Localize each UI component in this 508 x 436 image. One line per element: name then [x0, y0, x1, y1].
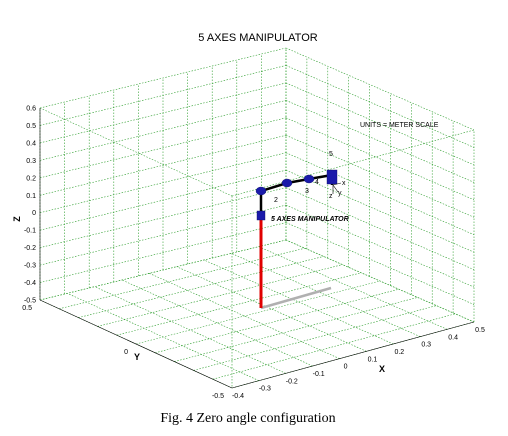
x-tick-label: -0.1	[313, 371, 325, 378]
joint-number-5: 5	[329, 151, 333, 158]
x-tick-label: 0.3	[421, 342, 431, 349]
grid-line	[116, 272, 362, 336]
end-effector-frame	[332, 182, 342, 194]
frame-z-label: z	[329, 193, 333, 200]
arm-joints	[255, 169, 338, 221]
frame-x-label: x	[342, 180, 346, 187]
grid-line	[39, 134, 287, 196]
grid-line	[285, 82, 475, 166]
x-tick-label: 0.1	[368, 356, 378, 363]
grid-line	[285, 239, 475, 323]
z-tick-label: 0.2	[26, 175, 36, 182]
z-tick-label: 0.1	[26, 193, 36, 200]
grid-line	[155, 288, 399, 354]
y-tick-labels: 0.5 0 -0.5	[22, 305, 224, 400]
grid-line	[285, 152, 475, 236]
z-tick-label: -0.1	[24, 228, 36, 235]
joint-number-3: 3	[305, 188, 309, 195]
x-tick-label: -0.2	[286, 378, 298, 385]
y-axis-label: Y	[134, 352, 140, 362]
z-tick-label: -0.3	[24, 263, 36, 270]
grid-line	[94, 286, 286, 374]
grid-line	[121, 279, 313, 367]
x-axis-line	[231, 321, 475, 389]
grid-line	[285, 222, 475, 305]
z-tick-label: -0.4	[24, 280, 36, 287]
figure-caption: Fig. 4 Zero angle configuration	[160, 411, 335, 426]
grid-line	[193, 305, 437, 371]
z-axis-label: Z	[12, 216, 22, 222]
joint-1	[256, 210, 266, 221]
grid-line	[59, 247, 305, 310]
z-tick-label: 0.4	[26, 140, 36, 147]
grid-line	[285, 169, 475, 253]
z-tick-labels: 0.6 0.5 0.4 0.3 0.2 0.1 0 -0.1 -0.2 -0.3 -0.4 -0.5	[24, 106, 36, 305]
x-axis-label: X	[379, 364, 385, 374]
joint-3	[281, 178, 293, 188]
grid-line	[285, 47, 475, 131]
grid-line	[135, 280, 381, 345]
z-tick-label: -0.5	[24, 298, 36, 305]
grid-line	[285, 187, 475, 270]
z-tick-label: 0	[32, 210, 36, 217]
x-tick-label: 0.5	[475, 327, 485, 334]
arm-links	[259, 173, 334, 216]
grid-line	[285, 117, 475, 201]
x-tick-label: -0.3	[259, 386, 271, 393]
plot-title: 5 AXES MANIPULATOR	[198, 32, 317, 44]
y-axis-line	[39, 299, 233, 389]
z-tick-label: 0.6	[26, 106, 36, 113]
x-tick-label: -0.4	[232, 393, 244, 400]
grid-line	[174, 297, 418, 362]
grid-line	[97, 264, 343, 327]
joint-4	[303, 174, 315, 184]
frame-y-label: y	[338, 190, 342, 197]
grid-line	[39, 47, 287, 109]
grid-line	[258, 246, 448, 330]
x-tick-label: 0.2	[394, 349, 404, 356]
units-note: UNITS = METER SCALE	[360, 122, 439, 129]
axis-lines	[39, 108, 475, 389]
y-tick-label: -0.5	[212, 393, 224, 400]
grid-line	[39, 107, 233, 197]
grid-line	[285, 134, 475, 218]
joint-number-4: 4	[315, 179, 319, 186]
grid-line	[176, 266, 367, 352]
grid-line	[39, 117, 287, 179]
grid-line	[39, 204, 287, 266]
grid-line	[212, 313, 456, 380]
grid-line	[78, 256, 324, 318]
grid-line	[39, 100, 287, 161]
x-tick-label: 0.4	[448, 334, 458, 341]
grid-line	[285, 100, 475, 183]
y-tick-label: 0	[124, 349, 128, 356]
robot-label: 5 AXES MANIPULATOR	[271, 216, 349, 223]
grid-line	[39, 222, 287, 283]
grid-line	[285, 204, 475, 288]
joint-5	[326, 169, 338, 185]
x-tick-labels: -0.4 -0.3 -0.2 -0.1 0 0.1 0.2 0.3 0.4 0.5	[232, 327, 485, 400]
grid-line	[285, 65, 475, 148]
z-tick-label: -0.2	[24, 245, 36, 252]
z-tick-label: 0.5	[26, 123, 36, 130]
y-tick-label: 0.5	[22, 305, 32, 312]
z-tick-label: 0.3	[26, 158, 36, 165]
joint-2	[255, 186, 267, 196]
grid-line	[231, 129, 475, 197]
joint-number-2: 2	[274, 197, 278, 204]
arm-shadow	[260, 286, 332, 310]
x-tick-label: 0	[344, 364, 348, 371]
